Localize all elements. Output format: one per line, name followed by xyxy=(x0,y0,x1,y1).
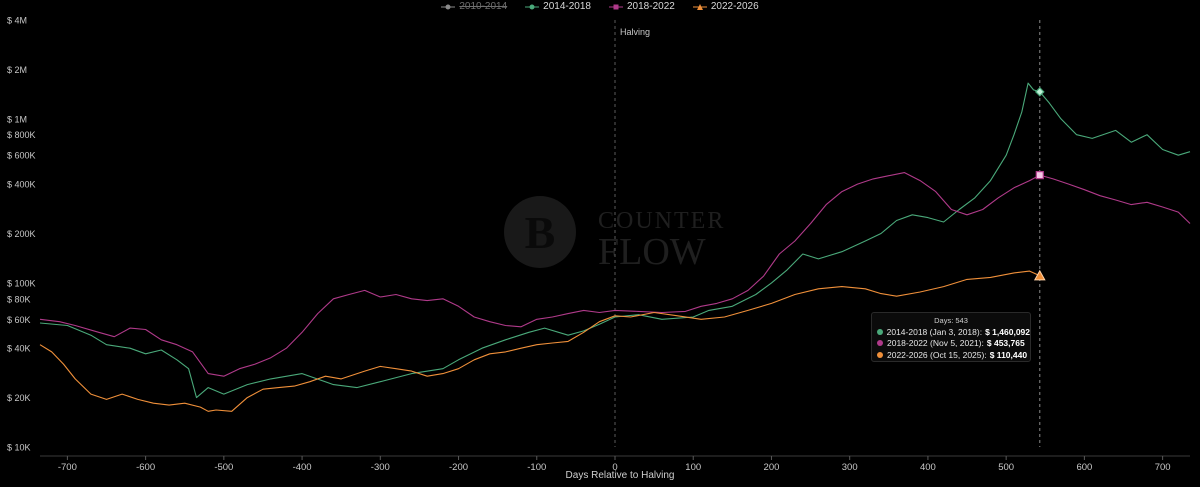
tooltip-row-label: 2022-2026 (Oct 15, 2025): xyxy=(887,349,987,360)
tooltip-row-label: 2014-2018 (Jan 3, 2018): xyxy=(886,326,983,337)
x-tick-label: -500 xyxy=(214,462,233,473)
series-line-2014-2018 xyxy=(39,82,1191,399)
tooltip-row-value: $ 1,460,092 xyxy=(985,326,1030,337)
legend-item-2022-2026[interactable]: 2022-2026 xyxy=(692,0,759,14)
y-tick-label: $ 100K xyxy=(7,278,36,288)
triangle-marker-icon xyxy=(692,2,707,12)
x-tick-label: -200 xyxy=(449,462,468,473)
x-tick-label: -600 xyxy=(136,462,155,473)
counterflow-watermark: B COUNTER FLOW xyxy=(504,196,725,273)
legend-label: 2022-2026 xyxy=(710,1,759,12)
legend-item-2018-2022[interactable]: 2018-2022 xyxy=(609,0,675,14)
y-tick-label: $ 60K xyxy=(7,315,31,325)
circle-marker-icon xyxy=(441,2,456,12)
annotations: Halving xyxy=(614,20,1041,447)
x-tick-label: 400 xyxy=(920,462,936,473)
x-tick-label: 200 xyxy=(764,462,780,473)
tooltip-row-2022-2026: 2022-2026 (Oct 15, 2025): $ 110,440 xyxy=(877,350,1030,360)
x-axis-label: Days Relative to Halving xyxy=(566,470,675,481)
legend-item-2010-2014[interactable]: 2010-2014 xyxy=(441,0,507,14)
y-tick-label: $ 800K xyxy=(7,130,36,140)
y-tick-label: $ 80K xyxy=(7,294,31,304)
x-tick-label: 600 xyxy=(1076,462,1092,473)
x-tick-label: -400 xyxy=(293,462,312,473)
series-lines xyxy=(39,82,1191,412)
x-axis: -700 -600 -500 -400 -300 -200 -100 0 100 200 300 40… xyxy=(40,455,1190,473)
y-tick-label: $ 10K xyxy=(7,443,31,453)
x-tick-label: 300 xyxy=(842,462,858,473)
series-line-2022-2026 xyxy=(39,270,1041,412)
y-tick-label: $ 2M xyxy=(7,65,27,75)
x-tick-label: -100 xyxy=(527,462,546,473)
watermark-line2: FLOW xyxy=(598,231,706,273)
y-tick-label: $ 600K xyxy=(7,151,36,161)
y-tick-label: $ 4M xyxy=(7,16,27,26)
hover-tooltip: Days: 543 2014-2018 (Jan 3, 2018): $ 1,4… xyxy=(871,312,1031,362)
tooltip-title: Days: 543 xyxy=(934,316,968,325)
tooltip-row-2018-2022: 2018-2022 (Nov 5, 2021): $ 453,765 xyxy=(877,338,1030,348)
legend-label: 2010-2014 xyxy=(459,1,508,12)
x-tick-label: 500 xyxy=(998,462,1014,473)
y-tick-label: $ 1M xyxy=(7,114,27,124)
halving-label: Halving xyxy=(620,27,650,37)
tooltip-row-value: $ 453,765 xyxy=(986,338,1025,348)
y-tick-label: $ 20K xyxy=(7,393,31,403)
x-tick-label: 100 xyxy=(685,462,701,473)
circle-marker-icon xyxy=(525,2,540,12)
y-axis: $ 10K $ 20K $ 40K $ 60K $ 80K $ 100K $ 200K $ 4… xyxy=(7,16,36,453)
legend-label: 2014-2018 xyxy=(543,1,591,12)
watermark-line1: COUNTER xyxy=(598,208,725,234)
legend-item-2014-2018[interactable]: 2014-2018 xyxy=(525,0,591,14)
square-marker-icon xyxy=(609,2,623,12)
series-line-2018-2022 xyxy=(39,172,1191,377)
x-tick-label: 0 xyxy=(612,462,617,473)
tooltip-row-2014-2018: 2014-2018 (Jan 3, 2018): $ 1,460,092 xyxy=(877,327,1030,337)
hover-markers xyxy=(1033,86,1046,281)
legend-label: 2018-2022 xyxy=(627,1,675,12)
chart-legend: 2010-2014 2014-2018 2018-2022 2022-2026 xyxy=(0,0,1200,14)
hover-point-2018-2022 xyxy=(1035,171,1044,180)
x-tick-label: -300 xyxy=(371,462,390,473)
x-tick-label: -700 xyxy=(58,462,77,473)
svg-text:B: B xyxy=(525,207,556,258)
y-tick-label: $ 400K xyxy=(7,180,36,190)
y-tick-label: $ 200K xyxy=(7,229,36,239)
series-dot-icon xyxy=(877,340,883,346)
hover-point-2014-2018 xyxy=(1034,86,1045,97)
x-tick-label: 700 xyxy=(1155,462,1171,473)
tooltip-row-value: $ 110,440 xyxy=(989,349,1028,360)
series-dot-icon xyxy=(877,328,883,335)
bitcoin-logo-icon xyxy=(504,196,576,268)
series-dot-icon xyxy=(877,351,883,358)
hover-point-2022-2026 xyxy=(1033,269,1046,281)
y-tick-label: $ 40K xyxy=(7,344,31,354)
tooltip-row-label: 2018-2022 (Nov 5, 2021): xyxy=(887,338,984,348)
